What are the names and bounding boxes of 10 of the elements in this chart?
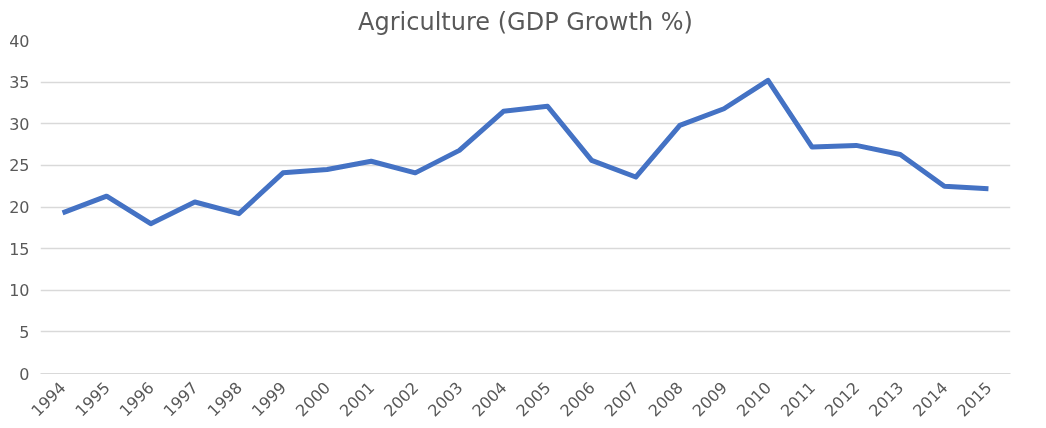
y-tick-label: 30 <box>9 114 30 134</box>
chart-title: Agriculture (GDP Growth %) <box>358 7 693 36</box>
y-tick-label: 0 <box>19 364 30 384</box>
y-tick-label: 10 <box>9 281 30 301</box>
y-tick-label: 25 <box>9 156 30 176</box>
y-tick-label: 40 <box>9 31 30 51</box>
y-tick-label: 35 <box>9 73 30 93</box>
y-tick-label: 5 <box>19 322 30 342</box>
y-tick-label: 20 <box>9 198 30 217</box>
y-tick-label: 15 <box>9 239 30 259</box>
